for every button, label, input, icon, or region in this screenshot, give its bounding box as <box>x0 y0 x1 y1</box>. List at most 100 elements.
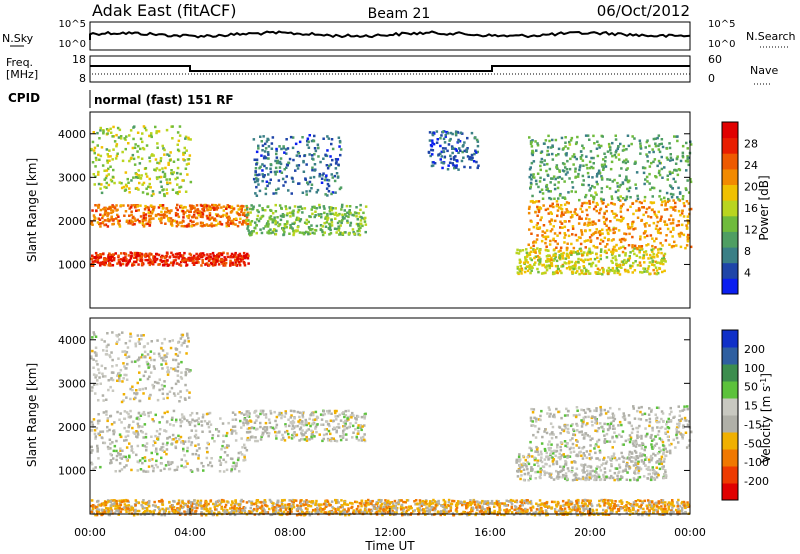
velocity-cell <box>177 341 180 344</box>
power-cell <box>615 265 619 268</box>
power-cell <box>234 261 237 264</box>
velocity-cell <box>96 444 99 448</box>
power-cell <box>136 205 139 208</box>
power-cell <box>275 156 279 159</box>
power-cell <box>130 255 133 258</box>
power-cell <box>201 208 204 211</box>
velocity-cell <box>248 427 251 430</box>
power-cell <box>529 246 533 250</box>
velocity-cell <box>246 438 250 442</box>
power-cell <box>629 264 632 267</box>
power-cell <box>570 253 573 256</box>
power-cell <box>357 227 361 231</box>
velocity-cell <box>225 446 229 449</box>
velocity-cell <box>352 414 355 418</box>
velocity-cell <box>656 459 659 463</box>
power-cell <box>521 249 525 252</box>
velocity-cell <box>662 465 665 468</box>
velocity-cell <box>120 400 124 404</box>
power-cell <box>649 216 653 219</box>
velocity-cell <box>603 471 607 474</box>
velocity-cell <box>158 432 161 436</box>
power-cell <box>648 253 652 257</box>
power-cell <box>107 254 110 257</box>
power-cell <box>108 206 112 209</box>
power-cell <box>95 158 98 162</box>
power-cell <box>681 154 685 158</box>
velocity-cell <box>564 462 567 466</box>
velocity-cell <box>551 460 555 463</box>
power-cell <box>102 207 105 211</box>
velocity-cell <box>105 410 108 413</box>
power-cell <box>213 259 216 263</box>
power-cell <box>254 227 257 230</box>
velocity-cell <box>540 453 543 456</box>
power-cell <box>673 168 676 172</box>
velocity-cell <box>595 407 598 410</box>
power-cell <box>643 231 647 234</box>
power-cell <box>161 167 164 170</box>
power-cell <box>648 261 652 264</box>
power-cell <box>661 244 664 247</box>
power-cell <box>266 184 269 188</box>
power-cell <box>146 192 149 196</box>
velocity-cell <box>585 473 589 477</box>
power-cell <box>662 262 665 266</box>
power-cell <box>689 180 693 184</box>
power-cell <box>99 225 102 228</box>
power-cell <box>592 244 595 248</box>
velocity-cell <box>124 353 127 356</box>
power-cell <box>622 203 625 206</box>
power-cell <box>635 246 638 250</box>
power-cell <box>253 180 257 184</box>
velocity-cell <box>321 423 325 426</box>
power-cell <box>541 197 545 200</box>
velocity-cell <box>150 358 153 362</box>
velocity-cell <box>143 459 147 463</box>
power-cell <box>167 217 170 220</box>
power-cell <box>465 148 468 151</box>
power-cell <box>334 158 338 161</box>
velocity-cell <box>105 349 108 353</box>
power-cell <box>213 218 216 221</box>
power-cell <box>537 270 540 274</box>
velocity-cell <box>231 465 234 468</box>
power-cell <box>671 158 674 162</box>
power-cell <box>596 271 600 274</box>
power-cell <box>159 159 162 163</box>
velocity-cell <box>554 454 557 458</box>
power-cell <box>625 260 628 264</box>
velocity-cell <box>543 473 546 477</box>
power-cell <box>152 263 155 266</box>
power-cell <box>654 175 657 178</box>
power-cell <box>665 191 669 195</box>
velocity-cell <box>274 430 277 434</box>
power-cell <box>516 265 519 269</box>
velocity-cell <box>559 465 562 468</box>
velocity-cell <box>651 466 654 469</box>
velocity-cell <box>682 408 686 411</box>
power-cell <box>177 139 181 143</box>
power-colorbar-frame <box>721 121 739 295</box>
velocity-cell <box>650 454 653 458</box>
velocity-cell <box>580 454 583 457</box>
power-cell <box>96 258 100 261</box>
velocity-cell <box>178 400 181 403</box>
power-cell <box>614 255 617 258</box>
power-cell <box>248 231 251 235</box>
power-cell <box>269 208 272 212</box>
power-cell <box>179 185 183 189</box>
velocity-cell <box>152 440 156 443</box>
power-cell <box>643 236 647 239</box>
power-cell <box>111 175 115 179</box>
power-cell <box>642 256 645 259</box>
velocity-cell <box>301 437 304 441</box>
velocity-cell <box>106 417 110 420</box>
velocity-cell <box>660 417 663 421</box>
power-cell <box>636 197 640 201</box>
power-cell <box>184 211 187 214</box>
power-cell <box>624 270 627 273</box>
velocity-cell <box>336 415 340 418</box>
power-cell <box>285 152 288 155</box>
power-cell <box>241 213 245 217</box>
